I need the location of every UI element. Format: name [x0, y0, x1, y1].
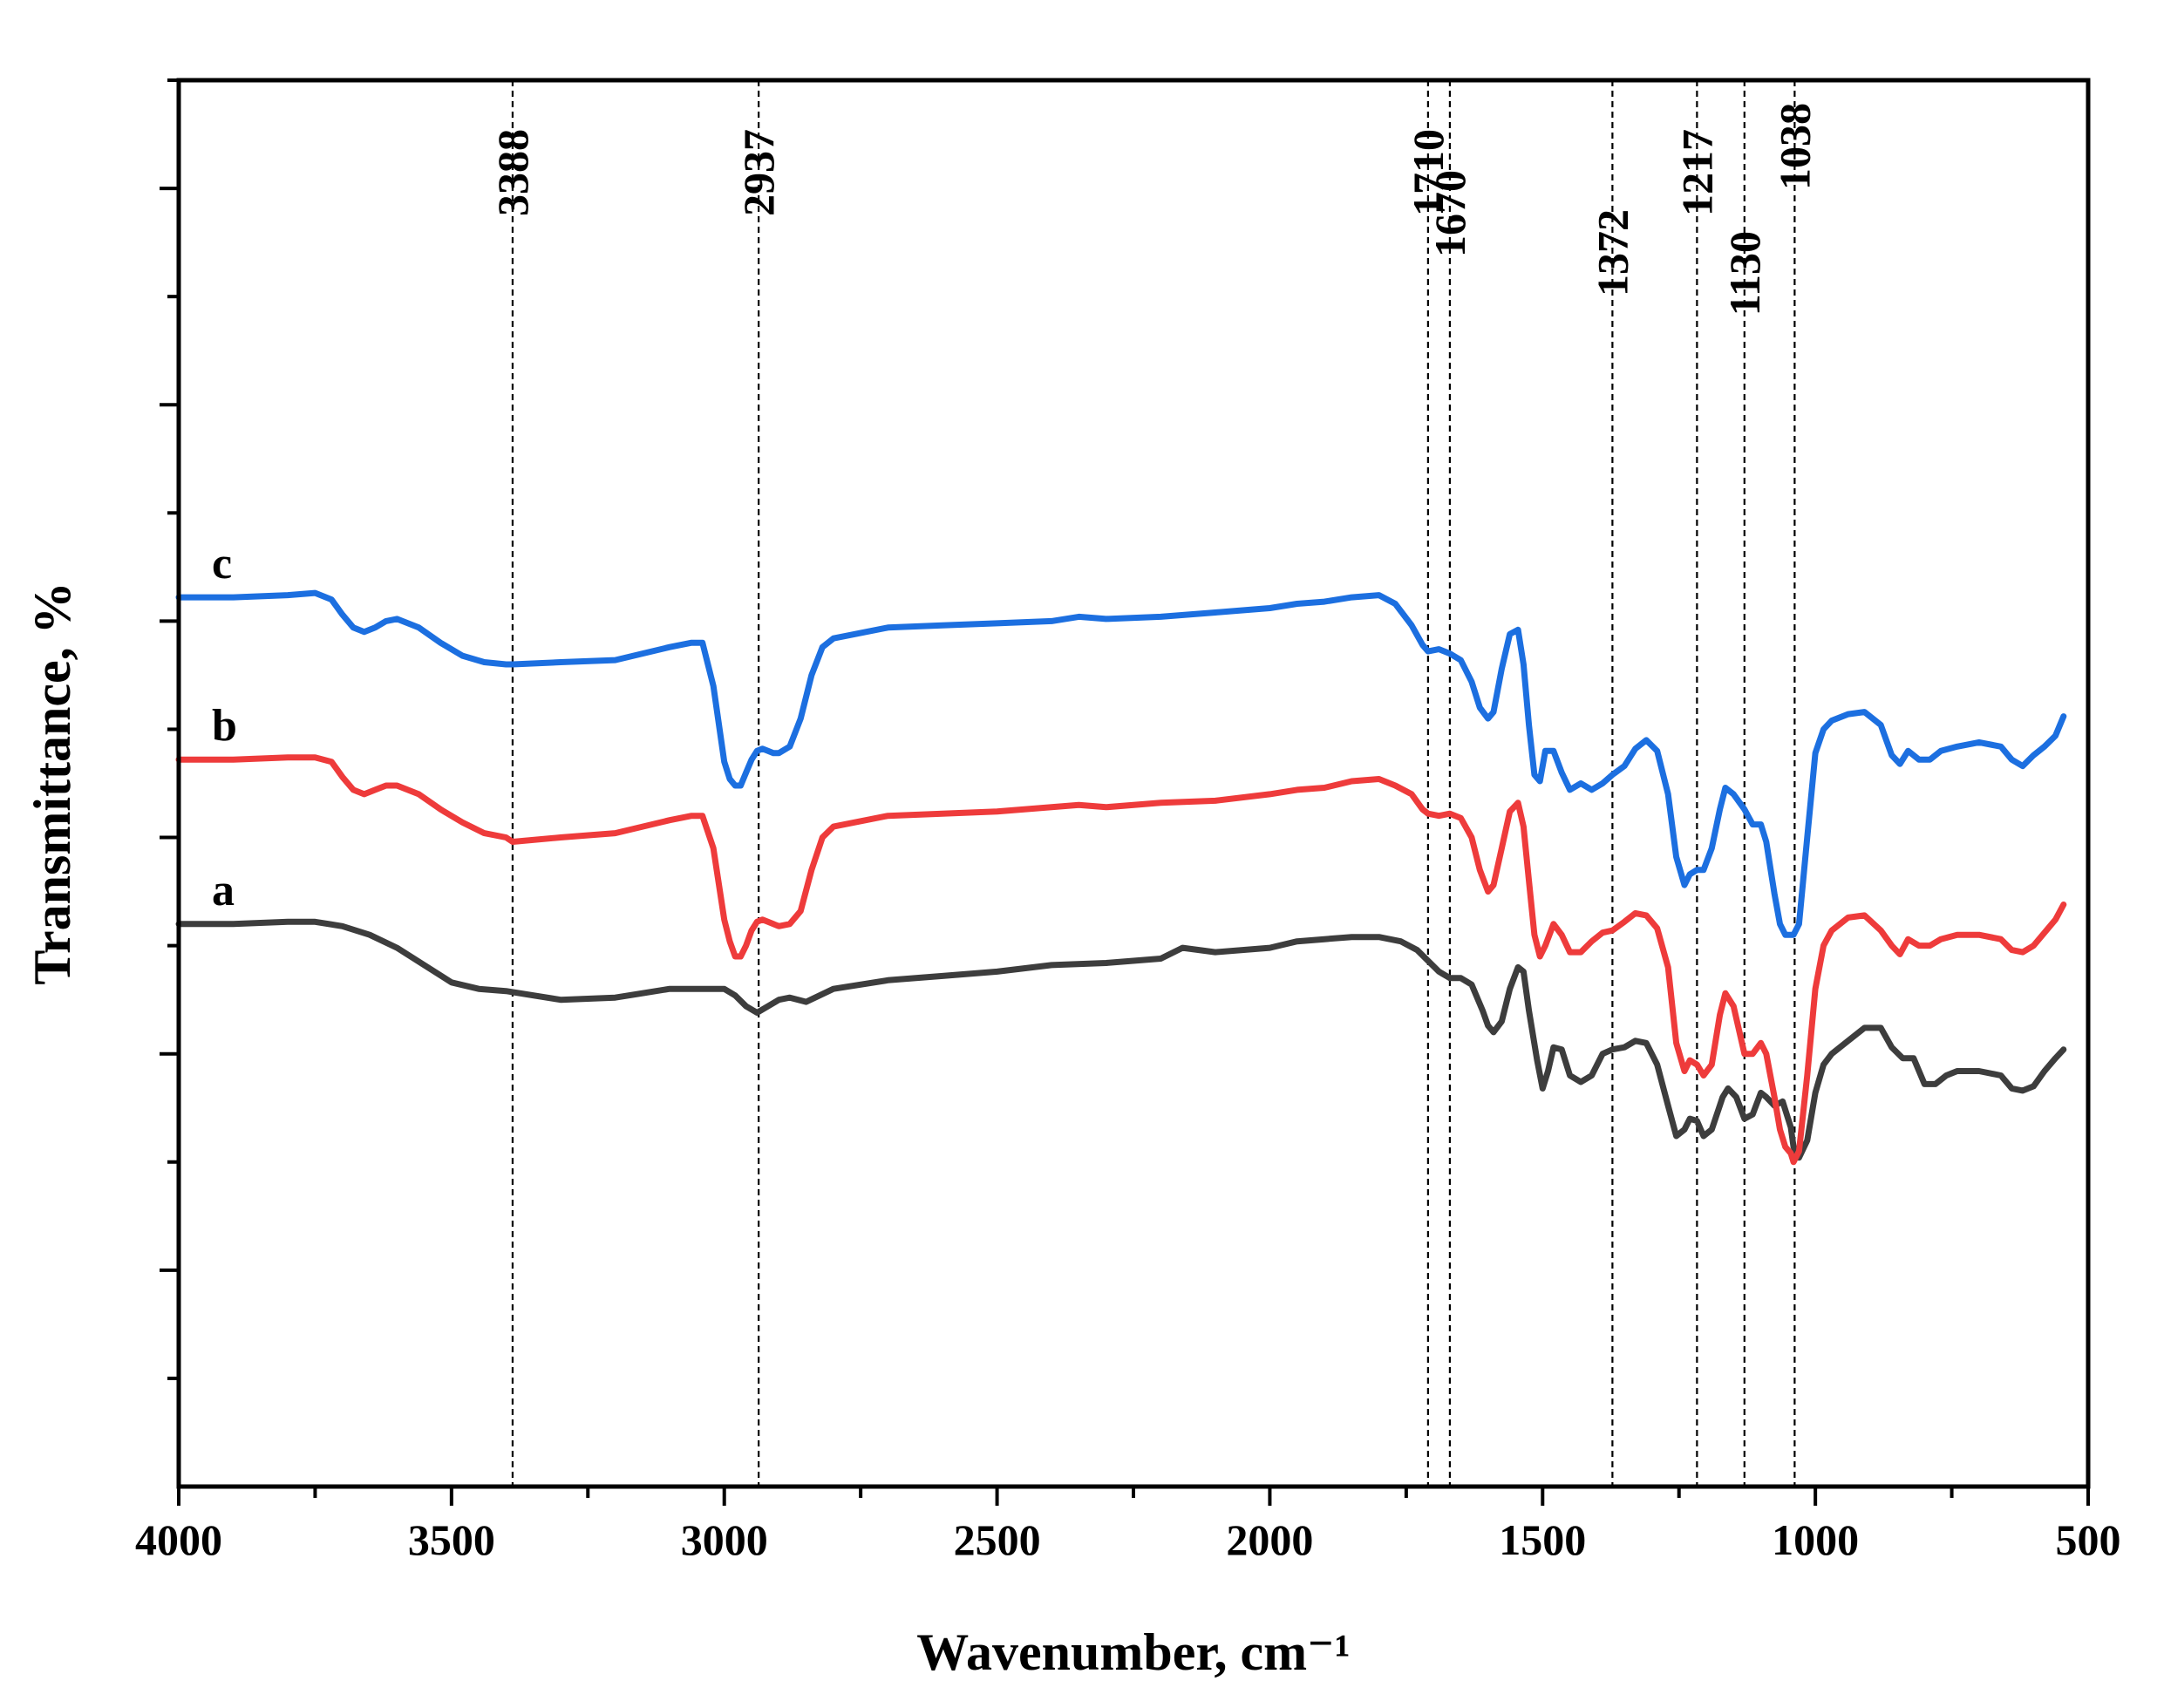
series-labels: a b c [212, 539, 237, 915]
peak-label-1038: 1038 [1770, 103, 1819, 190]
x-tick-label: 4000 [135, 1515, 222, 1564]
peak-label-1372: 1372 [1588, 209, 1637, 296]
reference-lines [511, 80, 1796, 1487]
y-axis-ticks [160, 78, 179, 1380]
x-tick-label: 3500 [408, 1515, 495, 1564]
x-axis-title: Wavenumber, cm⁻¹ [916, 1623, 1350, 1681]
peak-label-1710: 1710 [1404, 129, 1453, 216]
x-tick-label: 1500 [1499, 1515, 1586, 1564]
x-axis-ticks: 4000 3500 3000 2500 2000 1500 1000 500 [135, 1487, 2121, 1564]
peak-label-3388: 3388 [488, 129, 537, 216]
x-tick-label: 2500 [954, 1515, 1041, 1564]
peak-label-1130: 1130 [1720, 231, 1769, 316]
series-line-a [175, 918, 2067, 1161]
series-label-c: c [212, 539, 232, 589]
series-label-b: b [212, 701, 237, 751]
x-tick-label: 3000 [681, 1515, 768, 1564]
series-label-a: a [212, 866, 235, 915]
series-line-c [175, 589, 2067, 938]
series-line-b [175, 754, 2067, 1166]
peak-label-1670: 1670 [1426, 170, 1474, 257]
y-axis-title: Transmittance, % [24, 582, 81, 984]
peak-label-1217: 1217 [1672, 129, 1721, 216]
plot-frame [176, 78, 2091, 1489]
x-tick-label: 500 [2056, 1515, 2121, 1564]
series-lines [175, 589, 2067, 1166]
x-tick-label: 2000 [1226, 1515, 1313, 1564]
peak-label-2937: 2937 [734, 129, 783, 216]
x-tick-label: 1000 [1772, 1515, 1859, 1564]
